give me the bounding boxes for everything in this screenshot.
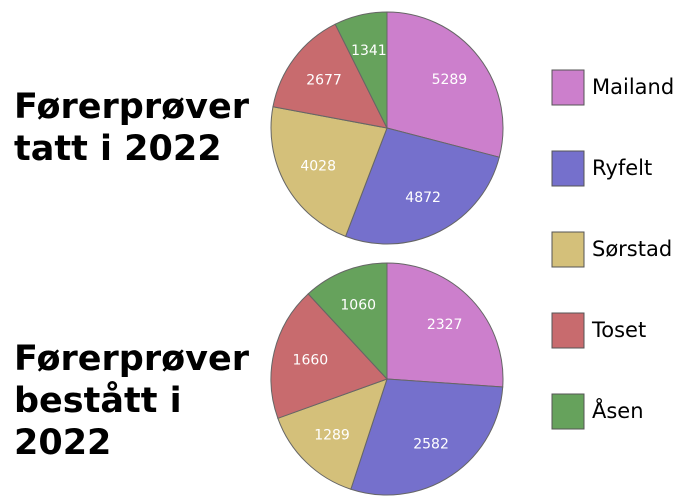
pie-slice (334, 11, 388, 129)
data-label: 5289 (432, 72, 468, 88)
chart-title: Førerprøver bestått i 2022 (14, 339, 249, 463)
legend-swatch (551, 231, 585, 268)
legend-label: Sørstad (592, 237, 672, 261)
legend-label: Mailand (592, 75, 674, 99)
data-label: 1060 (340, 298, 376, 314)
chart-title: Førerprøver tatt i 2022 (14, 87, 249, 169)
pie-slice (344, 127, 500, 245)
legend-swatch (551, 312, 585, 349)
data-label: 1289 (314, 428, 350, 444)
data-label: 1660 (293, 352, 329, 368)
data-label: 1341 (351, 43, 387, 59)
data-label: 2582 (413, 436, 449, 452)
pie-slice (350, 378, 504, 496)
legend-swatch (551, 69, 585, 106)
pie-slice (270, 293, 388, 419)
legend-label: Ryfelt (592, 156, 652, 180)
data-label: 4872 (405, 190, 441, 206)
pie-slice (270, 106, 388, 238)
pie-slice (386, 11, 504, 158)
legend-label: Toset (591, 318, 646, 342)
legend-swatch (551, 393, 585, 430)
data-label: 2327 (427, 317, 463, 333)
pie-slice (386, 262, 504, 388)
pie-slice (272, 23, 388, 129)
data-label: 4028 (300, 159, 336, 175)
pie-slice (277, 378, 388, 490)
pie-slice (307, 262, 388, 381)
legend-label: Åsen (592, 397, 644, 423)
legend-swatch (551, 150, 585, 187)
data-label: 2677 (306, 73, 342, 89)
